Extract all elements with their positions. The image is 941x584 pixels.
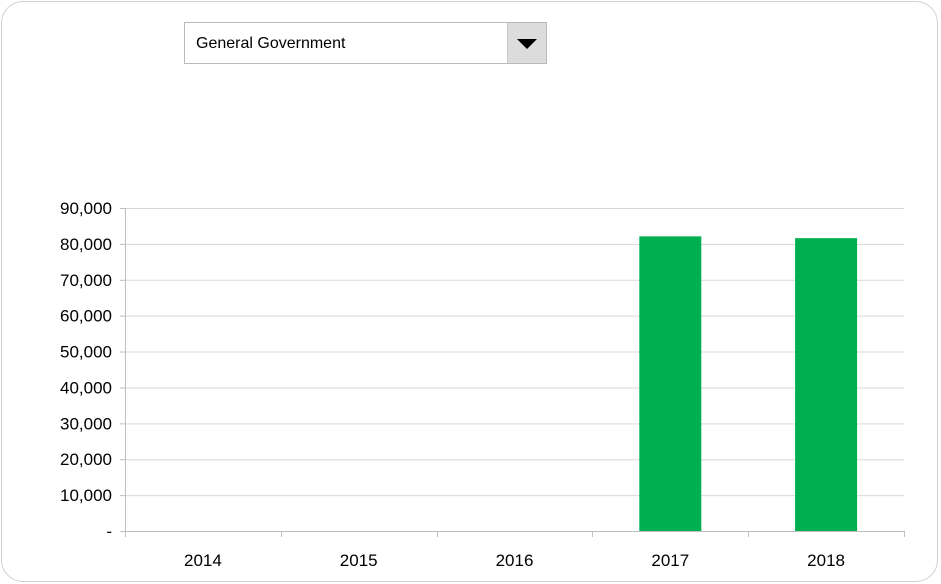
y-tick-label: 30,000 <box>60 414 112 433</box>
y-tick-label: 10,000 <box>60 486 112 505</box>
bar-2017 <box>639 236 701 531</box>
x-tick-label: 2017 <box>651 551 689 570</box>
x-tick-label: 2014 <box>184 551 222 570</box>
x-tick-label: 2018 <box>807 551 845 570</box>
y-tick-label: 80,000 <box>60 235 112 254</box>
bar-2018 <box>795 238 857 531</box>
y-tick-label: 60,000 <box>60 307 112 326</box>
x-tick-label: 2015 <box>340 551 378 570</box>
y-tick-label: 50,000 <box>60 343 112 362</box>
y-tick-label: - <box>106 522 112 541</box>
y-tick-label: 70,000 <box>60 271 112 290</box>
y-tick-label: 40,000 <box>60 378 112 397</box>
y-tick-label: 20,000 <box>60 450 112 469</box>
x-tick-label: 2016 <box>496 551 534 570</box>
y-tick-label: 90,000 <box>60 199 112 218</box>
